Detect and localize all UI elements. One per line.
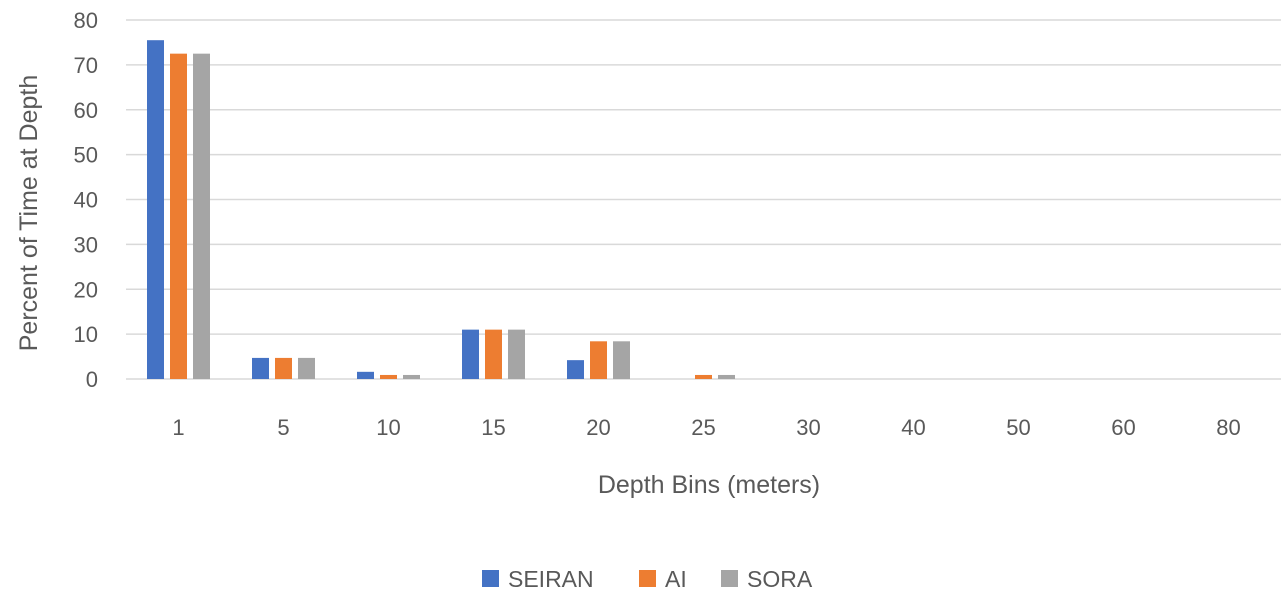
bar-sora-10 xyxy=(403,374,420,379)
bar-seiran-20 xyxy=(567,360,584,379)
x-tick-label: 30 xyxy=(796,415,820,440)
x-tick-label: 15 xyxy=(481,415,505,440)
legend-label-sora: SORA xyxy=(747,566,813,592)
bars xyxy=(147,40,735,379)
bar-sora-5 xyxy=(298,357,315,379)
x-tick-label: 10 xyxy=(376,415,400,440)
y-tick-label: 10 xyxy=(74,322,98,347)
bar-sora-20 xyxy=(613,341,630,379)
y-tick-label: 50 xyxy=(74,143,98,168)
bar-ai-15 xyxy=(485,329,502,379)
y-tick-label: 60 xyxy=(74,98,98,123)
legend-swatch-sora xyxy=(721,570,738,587)
bar-ai-20 xyxy=(590,341,607,379)
legend-swatch-seiran xyxy=(482,570,499,587)
bar-seiran-15 xyxy=(462,329,479,379)
x-axis-title: Depth Bins (meters) xyxy=(598,471,820,499)
x-tick-label: 25 xyxy=(691,415,715,440)
bar-seiran-10 xyxy=(357,371,374,379)
y-axis-ticks: 0 10 20 30 40 50 60 70 80 xyxy=(74,8,98,392)
y-tick-label: 20 xyxy=(74,277,98,302)
bar-seiran-1 xyxy=(147,40,164,379)
gridlines xyxy=(126,19,1281,380)
legend-label-seiran: SEIRAN xyxy=(508,566,594,592)
x-tick-label: 20 xyxy=(586,415,610,440)
x-axis-ticks: 1 5 10 15 20 25 30 40 50 60 80 xyxy=(172,415,1240,440)
y-tick-label: 0 xyxy=(86,367,98,392)
bar-sora-25 xyxy=(718,374,735,379)
x-tick-label: 60 xyxy=(1111,415,1135,440)
bar-seiran-5 xyxy=(252,357,269,379)
bar-sora-1 xyxy=(193,53,210,379)
x-tick-label: 50 xyxy=(1006,415,1030,440)
legend-label-ai: AI xyxy=(665,566,687,592)
y-tick-label: 70 xyxy=(74,53,98,78)
bar-ai-25 xyxy=(695,374,712,379)
x-tick-label: 1 xyxy=(172,415,184,440)
y-tick-label: 30 xyxy=(74,232,98,257)
bar-ai-10 xyxy=(380,374,397,379)
y-tick-label: 40 xyxy=(74,188,98,213)
legend: SEIRAN AI SORA xyxy=(482,566,813,592)
x-tick-label: 5 xyxy=(277,415,289,440)
y-axis-title: Percent of Time at Depth xyxy=(15,75,43,352)
y-tick-label: 80 xyxy=(74,8,98,33)
bar-ai-5 xyxy=(275,357,292,379)
bar-ai-1 xyxy=(170,53,187,379)
x-tick-label: 80 xyxy=(1216,415,1240,440)
bar-sora-15 xyxy=(508,329,525,379)
x-tick-label: 40 xyxy=(901,415,925,440)
legend-swatch-ai xyxy=(639,570,656,587)
